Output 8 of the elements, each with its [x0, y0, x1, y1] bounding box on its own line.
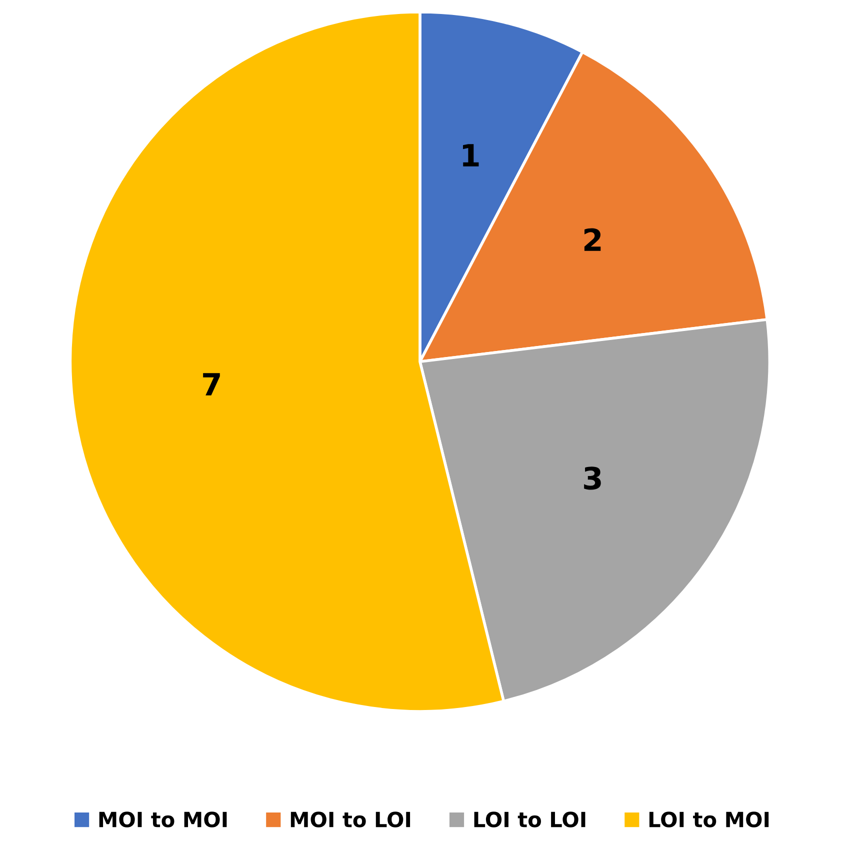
legend-label: LOI to MOI [649, 812, 769, 828]
data-label: 3 [584, 466, 601, 490]
data-label: 2 [584, 228, 601, 251]
legend-label: MOI to MOI [99, 812, 227, 828]
legend-label: LOI to LOI [474, 812, 586, 828]
data-label: 1 [462, 144, 479, 166]
legend-label: MOI to LOI [290, 812, 410, 828]
data-label: 7 [203, 373, 220, 396]
